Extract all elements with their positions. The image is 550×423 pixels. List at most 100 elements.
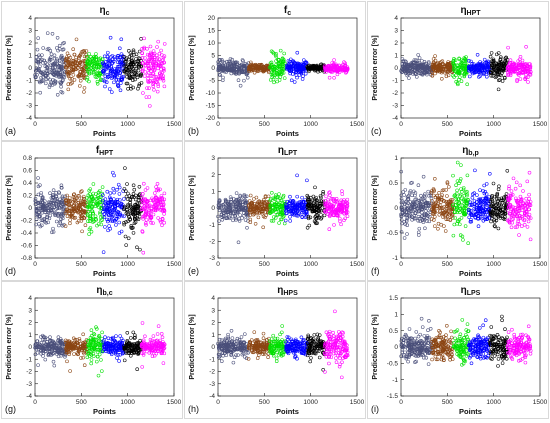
scatter-point [497,188,500,191]
series-group-6 [323,59,349,80]
scatter-point [124,235,127,238]
scatter-point [146,187,149,190]
series-group-5 [489,51,509,91]
scatter-point [497,88,500,91]
scatter-point [417,184,420,187]
scatter-point [257,216,260,219]
scatter-point [445,195,448,198]
scatter-point [68,197,71,200]
series-group-5 [123,37,143,90]
y-tick-label: 5 [211,53,215,60]
scatter-point [83,86,86,89]
scatter-point [267,195,270,198]
scatter-point [163,192,166,195]
scatter-point [66,194,69,197]
y-tick-label: 0 [394,205,398,212]
scatter-point [279,49,282,52]
scatter-point [141,92,144,95]
scatter-point [526,225,529,228]
y-tick-label: 10 [208,40,216,47]
scatter-point [118,186,121,189]
y-tick-label: -4 [26,115,32,122]
scatter-point [39,91,42,94]
scatter-point [296,195,299,198]
scatter-point [148,96,151,99]
y-tick-label: 3 [211,155,215,162]
scatter-point [44,358,47,361]
scatter-point [118,192,121,195]
series-group-1 [400,170,434,239]
scatter-point [485,75,488,78]
scatter-point [527,81,530,84]
scatter-point [106,190,109,193]
x-tick-label: 1000 [303,261,318,268]
scatter-point [142,251,145,254]
series-group-2 [247,194,271,229]
scatter-point [302,75,305,78]
chart-title: fc [284,5,291,17]
series-group-2 [430,177,454,232]
y-axis-label: Prediction error [%] [6,175,13,240]
x-tick-label: 500 [76,399,87,406]
scatter-point [340,190,343,193]
scatter-point [232,219,235,222]
scatter-point [126,192,129,195]
series-group-6 [506,171,532,241]
scatter-point [323,214,326,217]
scatter-point [528,171,531,174]
x-tick-label: 0 [33,399,37,406]
scatter-point [156,182,159,185]
scatter-point [111,171,114,174]
series-group-3 [86,183,104,236]
scatter-point [418,57,421,60]
y-tick-label: 20 [208,15,216,22]
scatter-point [436,227,439,230]
scatter-point [407,77,410,80]
scatter-point [118,47,121,50]
y-tick-label: -0.5 [387,230,399,237]
y-tick-label: -0.4 [21,230,33,237]
series-group-2 [64,38,88,94]
x-tick-label: 1500 [533,121,548,128]
x-tick-label: 1000 [486,121,501,128]
panel-label: (f) [371,266,380,276]
scatter-point [63,355,66,358]
scatter-point [507,46,510,49]
scatter-point [278,193,281,196]
scatter-point [440,77,443,80]
scatter-point [406,233,409,236]
panel-label: (e) [188,266,199,276]
scatter-point [133,188,136,191]
x-axis-label: Points [459,269,482,278]
scatter-point [527,220,530,223]
scatter-point [512,177,515,180]
scatter-point [53,364,56,367]
scatter-point [110,91,113,94]
y-tick-label: 1 [211,189,215,196]
series-group-5 [489,169,509,230]
scatter-point [127,220,130,223]
scatter-point [109,36,112,39]
y-tick-label: -2 [26,369,32,376]
scatter-point [50,53,53,56]
scatter-point [37,364,40,367]
y-tick-label: -3 [209,255,215,262]
scatter-point [103,216,106,219]
scatter-point [102,251,105,254]
scatter-point [452,234,455,237]
scatter-point [82,90,85,93]
scatter-point [117,183,120,186]
scatter-point [72,48,75,51]
scatter-point [492,182,495,185]
y-axis-label: Prediction error [%] [372,175,379,240]
y-tick-label: 1 [28,332,32,339]
scatter-point [485,182,488,185]
scatter-point [44,82,47,85]
x-tick-label: 1500 [167,399,182,406]
series-group-1 [34,334,67,367]
scatter-point [55,220,58,223]
